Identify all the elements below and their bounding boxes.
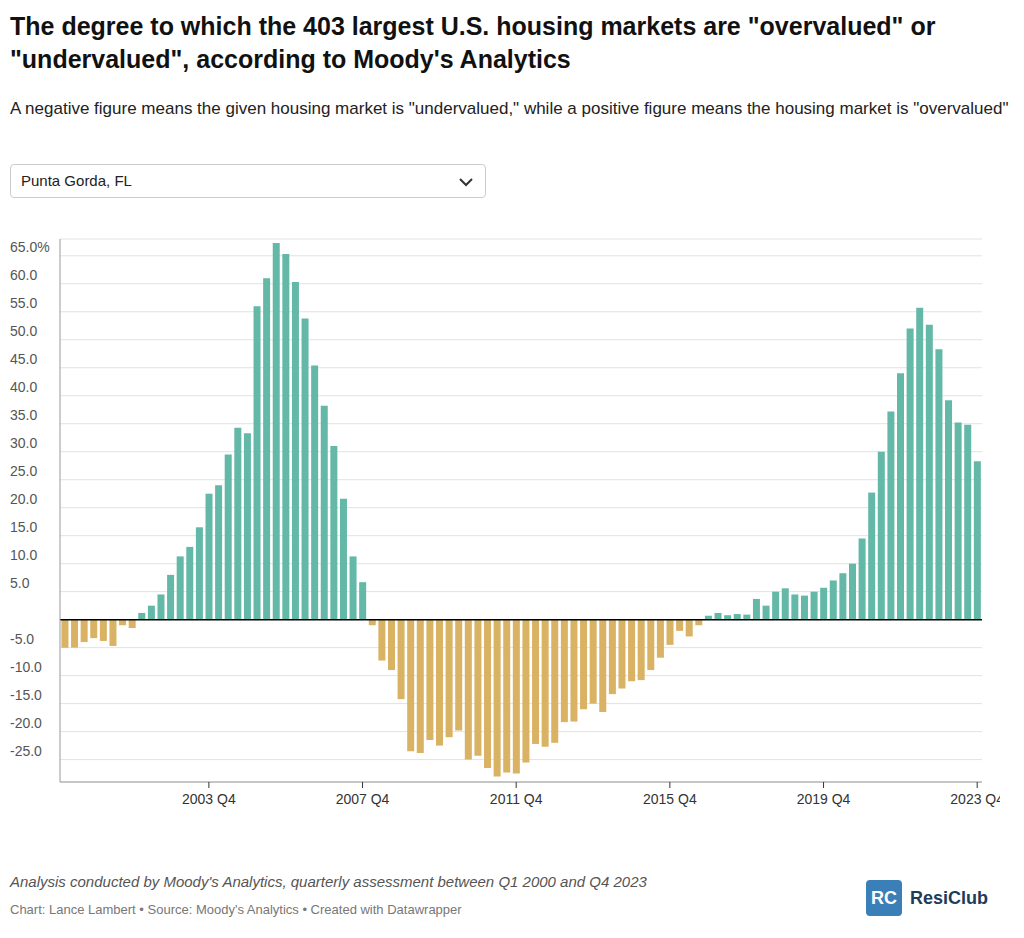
svg-text:-5.0: -5.0 [10,631,34,647]
svg-text:15.0: 15.0 [10,519,37,535]
svg-text:2003 Q4: 2003 Q4 [182,791,236,807]
svg-text:55.0: 55.0 [10,295,37,311]
html-text:Chart: Lance Lambert • Source:: Chart: Lance Lambert • Source: Moody's A… [10,902,462,917]
svg-text:2019 Q4: 2019 Q4 [797,791,851,807]
html-text:A negative figure means the gi: A negative figure means the given housin… [10,99,1009,118]
svg-text:2023 Q4: 2023 Q4 [950,791,1000,807]
svg-text:65.0%: 65.0% [10,239,50,255]
svg-text:-20.0: -20.0 [10,715,42,731]
html-text:Punta Gorda, FL: Punta Gorda, FL [21,172,132,189]
svg-text:30.0: 30.0 [10,435,37,451]
svg-text:10.0: 10.0 [10,547,37,563]
svg-text:2015 Q4: 2015 Q4 [643,791,697,807]
svg-text:-15.0: -15.0 [10,687,42,703]
svg-text:40.0: 40.0 [10,379,37,395]
html-text:The degree to which the 403 la: The degree to which the 403 largest U.S.… [10,12,936,73]
svg-text:5.0: 5.0 [10,575,30,591]
html-text:RC: RC [871,888,897,908]
html-text:ResiClub: ResiClub [910,887,988,908]
svg-text:50.0: 50.0 [10,323,37,339]
svg-text:20.0: 20.0 [10,491,37,507]
svg-text:-25.0: -25.0 [10,743,42,759]
svg-text:60.0: 60.0 [10,267,37,283]
svg-text:2011 Q4: 2011 Q4 [490,791,543,807]
svg-text:25.0: 25.0 [10,463,37,479]
html-text:Analysis conducted by Moody's: Analysis conducted by Moody's Analytics,… [10,873,647,890]
svg-text:35.0: 35.0 [10,407,37,423]
svg-text:45.0: 45.0 [10,351,37,367]
svg-text:2007 Q4: 2007 Q4 [336,791,390,807]
svg-text:-10.0: -10.0 [10,659,42,675]
